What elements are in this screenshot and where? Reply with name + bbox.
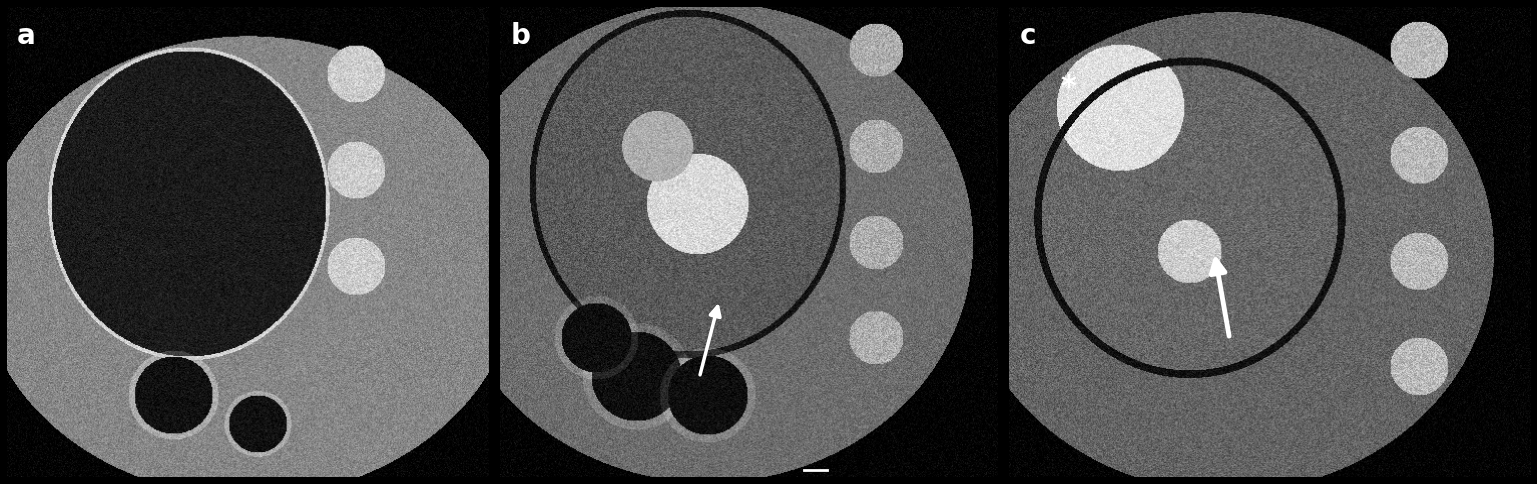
Text: b: b [510, 22, 530, 49]
Text: c: c [1019, 22, 1036, 49]
Text: *: * [1061, 73, 1076, 102]
Text: a: a [17, 22, 35, 49]
